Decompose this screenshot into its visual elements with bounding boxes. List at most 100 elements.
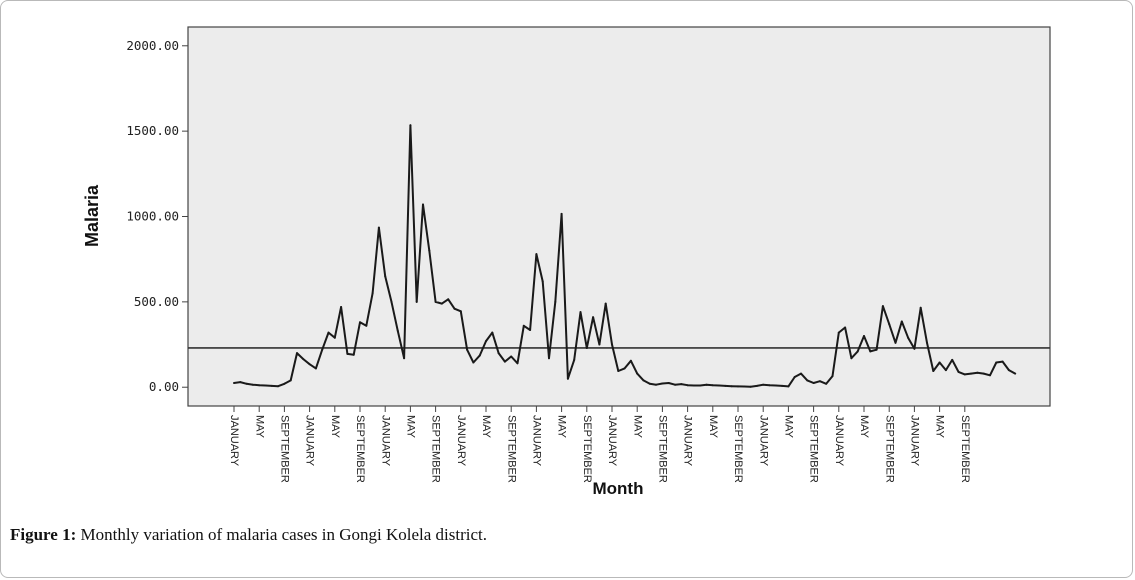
x-tick-label: MAY [404,415,416,439]
data-point [982,372,985,375]
data-point [850,357,853,360]
data-point [314,367,317,370]
data-point [327,331,330,334]
data-point [352,353,355,356]
x-tick-label: MAY [707,415,719,439]
data-point [289,379,292,382]
data-point [856,350,859,353]
y-tick-label: 2000.00 [126,38,179,53]
figure-caption: Figure 1: Monthly variation of malaria c… [10,525,487,545]
x-tick-label: JANUARY [228,415,240,467]
data-point [598,343,601,346]
data-point [516,362,519,365]
x-tick-label: JANUARY [908,415,920,467]
x-tick-label: JANUARY [757,415,769,467]
data-point [806,379,809,382]
data-point [585,347,588,349]
data-point [680,383,683,386]
data-point [592,316,595,319]
data-point [233,382,235,384]
data-point [566,377,569,380]
data-point [863,335,865,337]
x-tick-label: JANUARY [833,415,845,467]
data-point [938,361,941,364]
data-point [875,348,878,351]
x-tick-label: JANUARY [682,415,694,467]
data-point [711,384,714,387]
data-point [800,372,802,375]
y-axis: 0.00 500.00 1000.00 1500.00 2000.00 [126,38,188,394]
x-tick-label: MAY [480,415,492,439]
data-point [623,367,626,370]
data-point [447,298,450,301]
data-point [718,384,721,387]
data-point [699,384,702,387]
data-point [831,375,834,378]
data-point [308,363,311,366]
x-tick-label: JANUARY [455,415,467,467]
x-tick-label: MAY [253,415,265,439]
data-point [611,343,613,346]
data-point [655,383,658,386]
caption-label: Figure 1: [10,525,77,544]
x-tick-label: MAY [329,415,341,439]
y-tick-label: 500.00 [134,294,179,309]
data-point [989,374,991,377]
data-point [321,348,324,351]
data-point [907,336,910,339]
data-point [919,306,922,309]
x-tick-label: JANUARY [379,415,391,467]
malaria-line-chart: 0.00 500.00 1000.00 1500.00 2000.00 JANUARY M… [82,26,1051,498]
data-point [976,371,979,374]
data-point [812,382,815,384]
y-tick-label: 1500.00 [126,123,179,138]
data-point [403,357,406,360]
x-tick-label: SEPTEMBER [656,415,668,483]
data-point [995,361,998,364]
data-point [894,341,897,344]
data-point [737,385,739,388]
x-tick-label: JANUARY [606,415,618,467]
data-point [510,355,513,358]
data-point [554,300,557,303]
data-point [844,326,847,329]
x-tick-label: SEPTEMBER [959,415,971,483]
data-point [251,383,254,386]
data-points [233,124,1017,388]
data-point [781,384,784,387]
data-point [957,370,960,373]
data-point [944,369,947,372]
data-point [422,203,424,206]
data-point [409,124,412,127]
data-point [434,300,437,303]
data-point [951,358,954,361]
data-point [573,358,576,361]
x-tick-label: SEPTEMBER [505,415,517,483]
x-axis-title: Month [593,479,644,498]
data-point [428,249,431,252]
data-point [497,352,500,355]
data-point [768,384,771,387]
caption-text: Monthly variation of malaria cases in Go… [76,525,487,544]
data-point [667,382,670,384]
data-point [1007,369,1010,372]
data-point [396,329,399,332]
plot-area [187,26,1051,407]
data-point [377,226,380,229]
data-point [270,384,273,387]
data-point [365,324,368,327]
data-point [629,359,632,362]
data-point [548,357,550,360]
data-point [970,372,973,375]
data-point [743,385,746,388]
data-point [283,382,286,385]
x-tick-label: SEPTEMBER [581,415,593,483]
x-tick-label: SEPTEMBER [354,415,366,483]
x-tick-label: SEPTEMBER [883,415,895,483]
data-point [333,336,336,339]
data-point [1001,360,1004,363]
data-point [359,321,361,324]
data-point [579,311,582,314]
data-point [346,352,349,355]
